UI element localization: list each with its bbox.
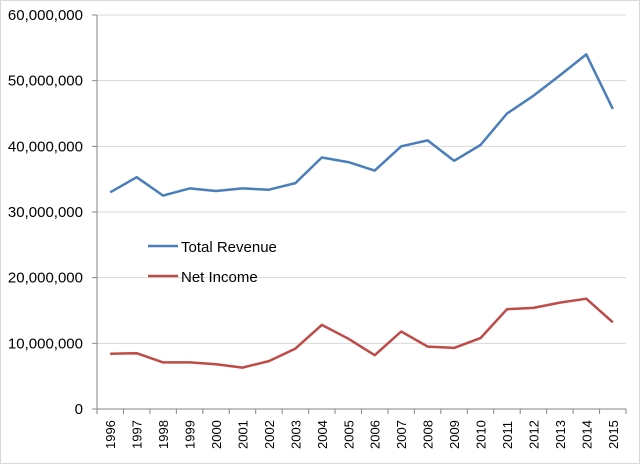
y-tick-label: 10,000,000 xyxy=(8,335,83,352)
x-tick-label: 2006 xyxy=(368,420,383,449)
gridlines xyxy=(97,15,626,343)
y-axis-tick-labels: 0 10,000,000 20,000,000 30,000,000 40,000,00… xyxy=(8,7,83,418)
x-tick-label: 2005 xyxy=(341,420,356,449)
x-tick-label: 2011 xyxy=(500,421,515,449)
x-tick-label: 1998 xyxy=(156,420,171,449)
x-tick-label: 2012 xyxy=(526,420,541,449)
y-tick-label: 50,000,000 xyxy=(8,73,83,90)
x-tick-label: 2013 xyxy=(553,420,568,449)
x-tick-label: 2014 xyxy=(579,420,594,449)
series-line-net-income xyxy=(110,299,613,368)
y-tick-label: 40,000,000 xyxy=(8,138,83,155)
x-axis-tick-labels: 1996 1997 1998 1999 2000 2001 2002 2003 2004 2005… xyxy=(103,420,621,449)
x-tick-label: 2010 xyxy=(474,420,489,449)
y-tick-label: 20,000,000 xyxy=(8,270,83,287)
legend-label-net-income: Net Income xyxy=(181,269,258,286)
legend-label-total-revenue: Total Revenue xyxy=(181,239,277,256)
x-tick-label: 1999 xyxy=(183,420,198,449)
x-tick-label: 2007 xyxy=(394,420,409,449)
x-tick-label: 2003 xyxy=(288,420,303,449)
y-tick-label: 30,000,000 xyxy=(8,204,83,221)
y-tick-label: 60,000,000 xyxy=(8,7,83,24)
x-tick-label: 2001 xyxy=(235,420,250,449)
series-line-total-revenue xyxy=(110,54,613,195)
x-tick-label: 2004 xyxy=(315,420,330,449)
y-tick-label: 0 xyxy=(75,401,83,418)
legend: Total Revenue Net Income xyxy=(148,239,277,286)
x-tick-label: 1997 xyxy=(130,420,145,449)
x-tick-label: 2009 xyxy=(447,420,462,449)
x-tick-label: 2002 xyxy=(262,420,277,449)
x-tick-label: 2015 xyxy=(606,420,621,449)
x-tick-label: 2000 xyxy=(209,420,224,449)
x-tick-label: 1996 xyxy=(103,420,118,449)
x-tick-label: 2008 xyxy=(421,420,436,449)
axes xyxy=(92,15,626,414)
data-series xyxy=(110,54,613,367)
